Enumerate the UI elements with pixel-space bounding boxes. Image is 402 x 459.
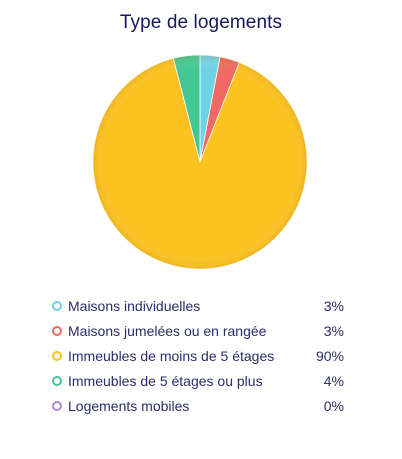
legend-label: Immeubles de 5 étages ou plus: [68, 373, 263, 389]
legend-value: 3%: [323, 298, 344, 314]
legend: Maisons individuelles 3% Maisons jumelées …: [52, 296, 344, 421]
legend-marker-icon: [52, 401, 62, 411]
legend-label: Logements mobiles: [68, 398, 190, 414]
legend-label: Maisons individuelles: [68, 298, 201, 314]
chart-title: Type de logements: [119, 12, 283, 33]
legend-value: 3%: [323, 323, 344, 339]
legend-value: 4%: [323, 373, 344, 389]
pie-svg: [92, 54, 308, 270]
legend-marker-icon: [52, 376, 62, 386]
legend-item-immeubles-de-moins-de-5-etages[interactable]: Immeubles de moins de 5 étages 90%: [52, 346, 344, 371]
legend-item-maisons-jumelees-ou-en-rangee[interactable]: Maisons jumelées ou en rangée 3%: [52, 321, 344, 346]
legend-value: 90%: [315, 348, 344, 364]
legend-marker-icon: [52, 351, 62, 361]
legend-value: 0%: [323, 398, 344, 414]
pie-chart: [92, 54, 308, 270]
legend-label: Immeubles de moins de 5 étages: [68, 348, 275, 364]
legend-item-logements-mobiles[interactable]: Logements mobiles 0%: [52, 396, 344, 421]
legend-marker-icon: [52, 301, 62, 311]
legend-marker-icon: [52, 326, 62, 336]
legend-label: Maisons jumelées ou en rangée: [68, 323, 267, 339]
legend-item-immeubles-de-5-etages-ou-plus[interactable]: Immeubles de 5 étages ou plus 4%: [52, 371, 344, 396]
pie-slices: [92, 54, 308, 270]
legend-item-maisons-individuelles[interactable]: Maisons individuelles 3%: [52, 296, 344, 321]
